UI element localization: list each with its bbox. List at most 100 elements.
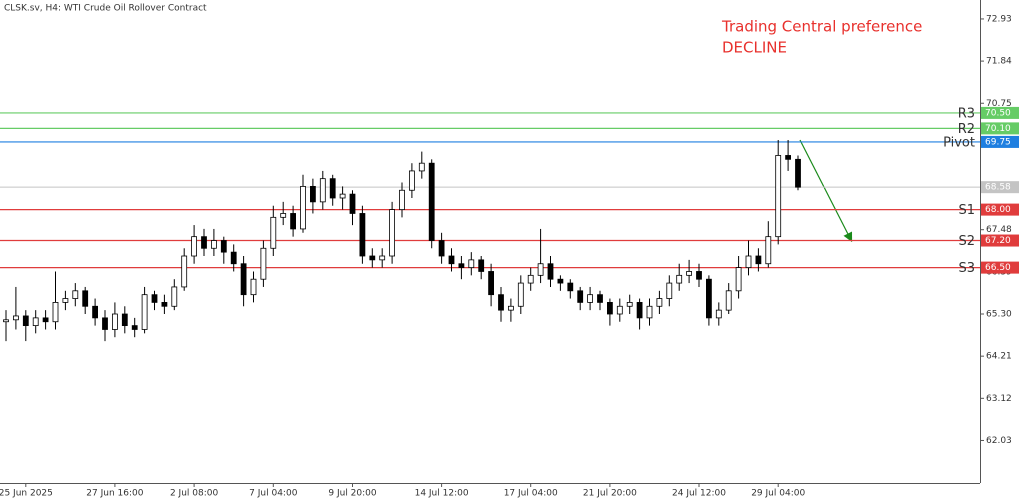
candle-body <box>607 302 613 315</box>
level-name: Pivot <box>943 135 975 150</box>
level-box <box>981 135 1019 148</box>
candle-body <box>686 271 692 276</box>
candle-body <box>250 278 257 296</box>
candle-body <box>676 274 683 284</box>
candle-body <box>646 305 653 319</box>
candle-body <box>82 290 89 307</box>
candle-body <box>62 298 69 303</box>
y-tick-label: 72.93 <box>986 14 1012 24</box>
candle-body <box>775 155 782 238</box>
level-name: S2 <box>958 234 975 249</box>
x-tick-label: 7 Jul 04:00 <box>249 489 298 499</box>
y-tick-label: 65.30 <box>986 310 1012 320</box>
level-box <box>981 261 1019 274</box>
candle-body <box>478 259 485 272</box>
candle-body <box>240 263 247 296</box>
level-box <box>981 234 1019 247</box>
y-tick-label: 63.12 <box>986 394 1012 404</box>
candle-body <box>547 263 554 280</box>
candle-body <box>399 189 405 210</box>
candle-body <box>42 317 49 323</box>
candle-body <box>329 178 336 199</box>
candle-body <box>3 319 9 323</box>
candle-body <box>636 302 643 319</box>
candle-body <box>725 290 732 311</box>
candle-body <box>300 185 306 230</box>
candle-body <box>171 286 178 307</box>
forecast-arrow <box>799 139 853 243</box>
level-box <box>981 122 1019 135</box>
x-tick-label: 21 Jul 20:00 <box>583 489 637 499</box>
candle-body <box>52 302 59 323</box>
last-price-box <box>981 181 1019 194</box>
candle-body <box>616 305 623 315</box>
candle-body <box>151 294 158 303</box>
candle-body <box>349 193 356 214</box>
level-name: S3 <box>958 261 975 276</box>
level-label: 66.50 <box>985 263 1011 273</box>
candle-body <box>201 236 207 249</box>
candle-body <box>735 267 742 292</box>
candle-body <box>577 290 584 303</box>
level-box <box>981 106 1019 119</box>
x-tick-label: 24 Jul 12:00 <box>672 489 726 499</box>
candle-body <box>626 302 633 307</box>
candle-body <box>785 155 791 160</box>
candle-body <box>280 213 287 218</box>
candle-body <box>557 278 564 284</box>
y-tick-label: 62.03 <box>986 436 1012 446</box>
candle-body <box>92 305 98 319</box>
annotation: Trading Central preference <box>721 18 922 36</box>
x-tick-label: 27 Jun 16:00 <box>86 489 143 499</box>
candle-body <box>181 255 188 288</box>
candle-body <box>587 294 593 303</box>
candle-body <box>498 294 504 311</box>
candle-body <box>745 255 752 269</box>
candle-body <box>102 317 108 330</box>
candle-body <box>32 317 39 327</box>
candle-body <box>22 315 29 327</box>
x-tick-label: 9 Jul 20:00 <box>328 489 377 499</box>
candle-body <box>141 294 148 330</box>
level-label: 68.00 <box>985 205 1011 215</box>
candle-body <box>765 236 772 265</box>
level-name: R3 <box>958 106 975 121</box>
candle-body <box>290 213 297 230</box>
y-tick-label: 71.84 <box>986 57 1012 67</box>
candle-body <box>428 162 435 241</box>
candle-body <box>131 325 138 330</box>
candle-body <box>755 255 762 265</box>
x-tick-label: 25 Jun 2025 <box>0 489 53 499</box>
candle-body <box>72 290 79 299</box>
x-tick-label: 14 Jul 12:00 <box>415 489 469 499</box>
candle-body <box>379 255 386 261</box>
candle-body <box>191 236 198 257</box>
last-price-label: 68.58 <box>985 183 1011 193</box>
candle-body <box>309 185 316 203</box>
candle-body <box>210 240 217 249</box>
candle-body <box>567 282 574 292</box>
candle-body <box>795 158 801 188</box>
candle-body <box>260 247 267 280</box>
candle-body <box>656 298 663 307</box>
candle-body <box>408 170 415 191</box>
y-tick-label: 70.75 <box>986 99 1012 109</box>
y-tick-label: 67.48 <box>986 225 1012 235</box>
candle-body <box>339 193 346 199</box>
candle-body <box>448 255 455 265</box>
level-name: S1 <box>958 203 975 218</box>
candle-body <box>389 209 396 257</box>
candle-body <box>230 251 237 265</box>
candle-body <box>696 271 702 280</box>
level-label: 67.20 <box>985 236 1011 246</box>
level-label: 70.50 <box>985 108 1011 118</box>
level-box <box>981 203 1019 216</box>
candle-body <box>537 263 544 276</box>
candle-body <box>507 305 514 311</box>
candle-body <box>319 178 326 203</box>
candle-body <box>468 259 475 269</box>
level-label: 69.75 <box>985 137 1011 147</box>
y-tick-label: 64.21 <box>986 352 1012 362</box>
candle-body <box>527 274 534 284</box>
